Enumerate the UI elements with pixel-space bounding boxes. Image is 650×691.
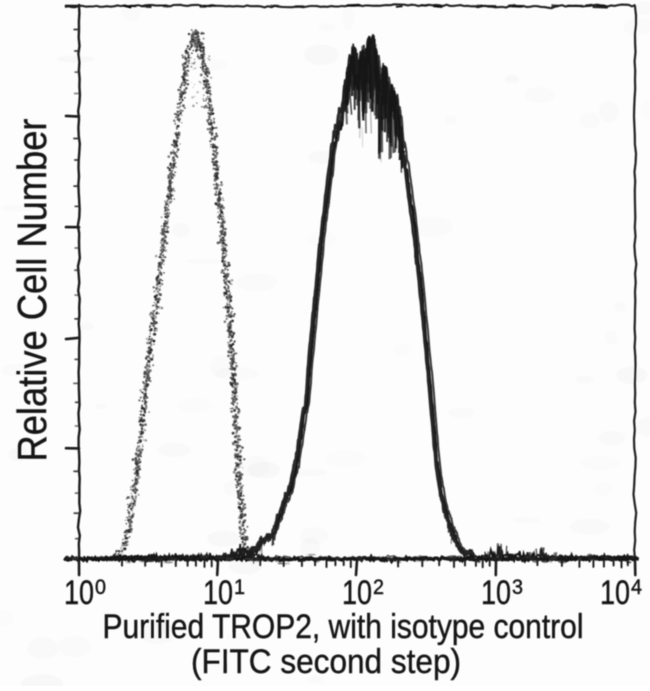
svg-text:1: 1 [234,576,245,599]
svg-text:Purified TROP2, with isotype c: Purified TROP2, with isotype control [103,608,584,646]
svg-text:10: 10 [342,574,372,612]
svg-text:10: 10 [600,574,630,612]
svg-text:(FITC second step): (FITC second step) [191,643,461,681]
svg-text:4: 4 [631,576,642,599]
svg-text:3: 3 [512,576,523,599]
svg-text:2: 2 [373,576,384,599]
svg-text:10: 10 [64,574,94,612]
svg-text:Relative Cell Number: Relative Cell Number [9,119,55,462]
svg-text:10: 10 [203,574,233,612]
svg-text:0: 0 [95,576,106,599]
svg-text:10: 10 [481,574,511,612]
